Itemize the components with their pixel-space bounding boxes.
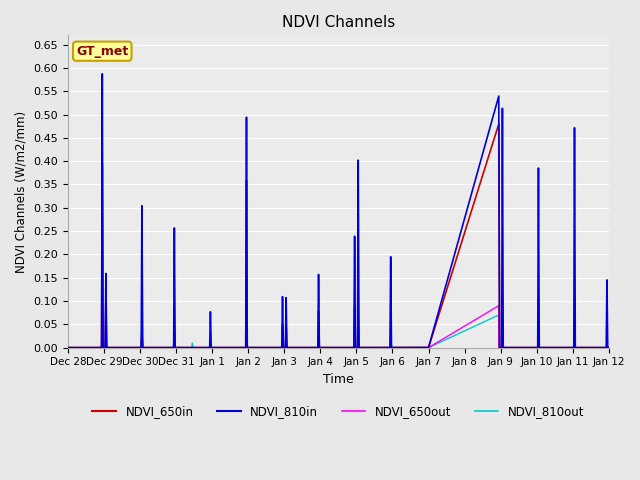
NDVI_810out — [64, 345, 72, 350]
NDVI_810out — [465, 326, 473, 332]
NDVI_650in — [64, 345, 72, 350]
Text: GT_met: GT_met — [76, 45, 129, 58]
NDVI_650out — [494, 303, 502, 309]
Title: NDVI Channels: NDVI Channels — [282, 15, 395, 30]
NDVI_650in — [465, 216, 473, 222]
NDVI_650out — [384, 345, 392, 350]
NDVI_650out — [92, 345, 99, 350]
NDVI_810in — [92, 345, 99, 350]
NDVI_650out — [605, 345, 612, 350]
NDVI_650out — [64, 345, 72, 350]
Legend: NDVI_650in, NDVI_810in, NDVI_650out, NDVI_810out: NDVI_650in, NDVI_810in, NDVI_650out, NDV… — [88, 400, 589, 423]
NDVI_650in — [408, 345, 415, 350]
X-axis label: Time: Time — [323, 373, 354, 386]
NDVI_650in — [92, 345, 99, 350]
Line: NDVI_650in: NDVI_650in — [68, 124, 609, 348]
NDVI_810in — [64, 345, 72, 350]
NDVI_650out — [260, 345, 268, 350]
NDVI_810out — [494, 312, 502, 318]
NDVI_650in — [495, 121, 502, 127]
NDVI_650in — [260, 345, 268, 350]
NDVI_810in — [384, 345, 392, 350]
NDVI_650in — [384, 345, 392, 350]
Line: NDVI_650out: NDVI_650out — [68, 303, 609, 348]
NDVI_810out — [605, 345, 612, 350]
NDVI_650in — [494, 124, 502, 130]
Y-axis label: NDVI Channels (W/m2/mm): NDVI Channels (W/m2/mm) — [15, 110, 28, 273]
NDVI_810in — [494, 96, 502, 102]
Line: NDVI_810in: NDVI_810in — [68, 74, 609, 348]
NDVI_810in — [99, 71, 106, 77]
NDVI_650out — [465, 321, 473, 326]
NDVI_810out — [495, 312, 502, 318]
NDVI_650out — [408, 345, 415, 350]
Line: NDVI_810out: NDVI_810out — [68, 315, 609, 348]
NDVI_810in — [408, 345, 415, 350]
NDVI_810in — [260, 345, 268, 350]
NDVI_810out — [260, 345, 268, 350]
NDVI_650in — [605, 345, 612, 350]
NDVI_810out — [408, 345, 415, 350]
NDVI_810in — [605, 345, 612, 350]
NDVI_810out — [92, 345, 99, 350]
NDVI_810out — [384, 345, 392, 350]
NDVI_650out — [99, 300, 106, 306]
NDVI_810in — [465, 200, 473, 205]
